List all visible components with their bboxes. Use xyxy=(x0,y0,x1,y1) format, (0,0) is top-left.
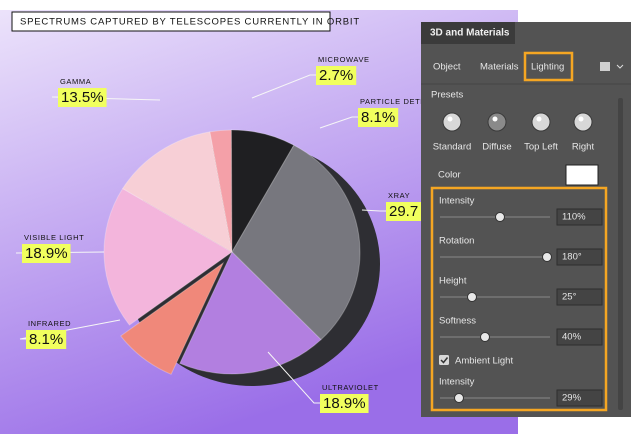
leader-line xyxy=(51,96,161,101)
checkmark xyxy=(440,357,449,364)
control-label: Intensity xyxy=(439,377,475,388)
value-field[interactable] xyxy=(556,288,603,306)
slice-name: VISIBLE LIGHT xyxy=(24,233,84,242)
pie xyxy=(103,129,380,386)
value-highlight xyxy=(386,202,422,221)
pie-slice xyxy=(119,261,225,375)
slice-value: 18.9% xyxy=(323,395,366,412)
preset-label[interactable]: Diffuse xyxy=(482,142,511,153)
control-label: Height xyxy=(439,276,467,287)
color-swatch[interactable] xyxy=(565,164,599,186)
slice-value: 29.7 xyxy=(389,203,418,220)
menu-chevron[interactable] xyxy=(616,64,624,69)
slice-value: 2.7% xyxy=(319,67,353,84)
value-text: 29% xyxy=(562,393,582,404)
tab[interactable]: Object xyxy=(433,62,461,73)
control-label: Intensity xyxy=(439,196,475,207)
checkbox[interactable] xyxy=(439,355,449,365)
leader-line xyxy=(319,116,358,129)
lighting-highlight xyxy=(430,186,608,412)
slice-name: ULTRAVIOLET xyxy=(322,383,379,392)
scrollbar[interactable] xyxy=(618,98,623,410)
tab-highlight xyxy=(523,51,574,82)
preset-highlight xyxy=(536,116,542,122)
slider-knob[interactable] xyxy=(454,393,464,403)
value-highlight xyxy=(26,330,67,349)
value-field[interactable] xyxy=(556,248,603,266)
leader-line xyxy=(267,351,320,404)
pie-slice xyxy=(103,187,233,326)
panel-title: 3D and Materials xyxy=(430,28,510,39)
control-label: Rotation xyxy=(439,236,474,247)
pie-slice xyxy=(231,144,361,341)
value-text: 180° xyxy=(562,252,582,263)
presets-heading: Presets xyxy=(431,90,463,101)
value-text: 40% xyxy=(562,332,582,343)
color-label: Color xyxy=(438,170,461,181)
slice-name: MICROWAVE xyxy=(318,55,370,64)
preset-icon[interactable] xyxy=(442,112,462,132)
panel-tab xyxy=(421,22,515,44)
preset-highlight xyxy=(578,116,584,122)
tab[interactable]: Lighting xyxy=(531,62,564,73)
preset-label[interactable]: Right xyxy=(572,142,595,153)
value-highlight xyxy=(58,88,107,107)
leader-line xyxy=(251,74,316,99)
slice-value: 8.1% xyxy=(361,109,395,126)
pie-slice xyxy=(209,129,233,253)
title-box xyxy=(11,11,331,32)
preset-highlight xyxy=(447,116,453,122)
slice-name: GAMMA xyxy=(60,77,91,86)
slider-knob[interactable] xyxy=(480,332,490,342)
slider-knob[interactable] xyxy=(542,252,552,262)
artwork-title: SPECTRUMS CAPTURED BY TELESCOPES CURRENT… xyxy=(20,17,360,28)
slider-knob[interactable] xyxy=(467,292,477,302)
preset-icon[interactable] xyxy=(487,112,507,132)
preset-icon[interactable] xyxy=(573,112,593,132)
value-highlight xyxy=(358,108,399,127)
slice-name: INFRARED xyxy=(28,319,71,328)
value-field[interactable] xyxy=(556,328,603,346)
value-text: 25° xyxy=(562,292,577,303)
pie-slice xyxy=(230,129,295,254)
value-highlight xyxy=(320,394,369,413)
preset-label[interactable]: Standard xyxy=(433,142,472,153)
slice-value: 8.1% xyxy=(29,331,63,348)
slice-value: 18.9% xyxy=(25,245,68,262)
value-field[interactable] xyxy=(556,208,603,226)
leader-line xyxy=(19,319,121,340)
checkbox-label: Ambient Light xyxy=(455,356,513,367)
preset-label[interactable]: Top Left xyxy=(524,142,558,153)
value-field[interactable] xyxy=(556,389,603,407)
preset-highlight xyxy=(492,116,498,122)
value-text: 110% xyxy=(562,212,586,223)
leader-line xyxy=(15,251,105,254)
slider-knob[interactable] xyxy=(495,212,505,222)
labels: MICROWAVE 2.7% PARTICLE DETEC 8.1% XRAY 29.7 U… xyxy=(15,55,432,413)
control-label: Softness xyxy=(439,316,476,327)
value-highlight xyxy=(22,244,71,263)
preset-icon[interactable] xyxy=(531,112,551,132)
pie-slice xyxy=(121,131,233,253)
value-highlight xyxy=(316,66,357,85)
slice-name: PARTICLE DETEC xyxy=(360,97,432,106)
settings-icon[interactable] xyxy=(600,62,610,71)
leader-line xyxy=(361,209,386,212)
slice-value: 13.5% xyxy=(61,89,104,106)
panel: 3D and Materials Presets Color Object Mat… xyxy=(421,22,631,417)
slice-name: XRAY xyxy=(388,191,410,200)
pie-slice xyxy=(179,251,322,375)
tab[interactable]: Materials xyxy=(480,62,519,73)
